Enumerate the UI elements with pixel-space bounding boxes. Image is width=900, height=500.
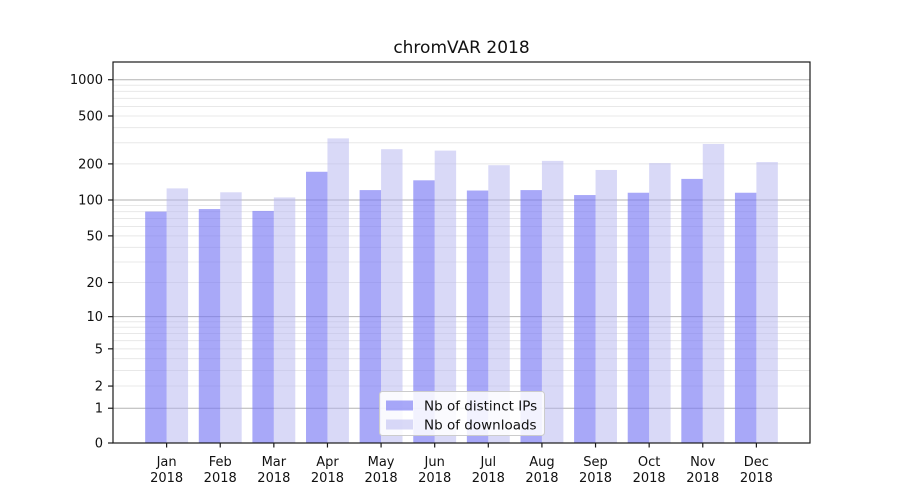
y-tick-label: 1 bbox=[95, 402, 103, 417]
x-tick-label-year: 2018 bbox=[257, 471, 290, 486]
x-tick-label-year: 2018 bbox=[686, 471, 719, 486]
x-tick-label-year: 2018 bbox=[579, 471, 612, 486]
y-tick-label: 100 bbox=[78, 194, 103, 209]
x-axis: Jan2018Feb2018Mar2018Apr2018May2018Jun20… bbox=[150, 443, 773, 486]
bar-downloads-mar bbox=[273, 197, 296, 443]
bar-downloads-feb bbox=[220, 192, 242, 443]
legend-label-downloads: Nb of downloads bbox=[424, 418, 537, 434]
bar-distinct-ips-jan bbox=[145, 211, 167, 443]
x-tick-label-month: Aug bbox=[529, 455, 554, 470]
bar-downloads-aug bbox=[541, 160, 564, 443]
legend-label-distinct-ips: Nb of distinct IPs bbox=[424, 399, 537, 415]
x-tick-label-year: 2018 bbox=[740, 471, 773, 486]
y-tick-label: 5 bbox=[95, 342, 103, 357]
bar-distinct-ips-aug bbox=[520, 190, 542, 443]
x-tick-label-year: 2018 bbox=[633, 471, 666, 486]
x-tick-label-month: Jun bbox=[424, 455, 445, 470]
bars-group bbox=[145, 138, 778, 444]
x-tick-label-month: Apr bbox=[316, 455, 339, 470]
legend: Nb of distinct IPs Nb of downloads bbox=[379, 391, 545, 436]
bar-downloads-jan bbox=[166, 188, 189, 443]
bar-distinct-ips-jun bbox=[413, 180, 435, 444]
x-tick-label-month: Dec bbox=[744, 455, 769, 470]
x-tick-label-month: Jan bbox=[156, 455, 177, 470]
bar-distinct-ips-mar bbox=[252, 210, 274, 443]
x-tick-label-year: 2018 bbox=[472, 471, 505, 486]
x-tick-label-month: Oct bbox=[638, 455, 660, 470]
x-tick-label-year: 2018 bbox=[418, 471, 451, 486]
plot-border bbox=[112, 61, 811, 444]
y-tick-label: 500 bbox=[78, 110, 103, 125]
x-tick-label-month: May bbox=[368, 455, 395, 470]
y-axis: 0 1 2 5 10 20 50 100 200 500 1000 bbox=[70, 73, 113, 452]
bar-distinct-ips-feb bbox=[198, 209, 221, 443]
y-tick-label: 10 bbox=[86, 310, 103, 325]
bar-downloads-dec bbox=[756, 162, 778, 443]
legend-swatch-downloads-icon bbox=[386, 419, 413, 430]
x-tick-label-month: Sep bbox=[583, 455, 608, 470]
bar-downloads-jun bbox=[434, 150, 457, 443]
y-tick-label: 1000 bbox=[70, 73, 103, 88]
bar-downloads-may bbox=[381, 149, 403, 444]
bar-distinct-ips-may bbox=[359, 190, 382, 443]
x-tick-label-month: Mar bbox=[262, 455, 287, 470]
legend-box bbox=[379, 391, 545, 436]
bar-downloads-nov bbox=[702, 143, 725, 443]
bar-distinct-ips-sep bbox=[574, 195, 596, 443]
legend-swatch-distinct-ips-icon bbox=[386, 400, 413, 411]
y-tick-label: 50 bbox=[86, 229, 103, 244]
y-tick-label: 20 bbox=[86, 276, 103, 291]
y-tick-label: 200 bbox=[78, 157, 103, 172]
x-tick-label-month: Jul bbox=[479, 455, 496, 470]
bar-distinct-ips-apr bbox=[306, 171, 328, 443]
bar-distinct-ips-jul bbox=[466, 190, 489, 443]
bar-downloads-apr bbox=[327, 138, 349, 443]
x-tick-label-year: 2018 bbox=[365, 471, 398, 486]
y-tick-label: 0 bbox=[95, 437, 103, 452]
bar-downloads-sep bbox=[595, 169, 617, 443]
x-tick-label-year: 2018 bbox=[150, 471, 183, 486]
x-tick-label-month: Feb bbox=[209, 455, 232, 470]
bar-distinct-ips-dec bbox=[734, 192, 757, 443]
bar-distinct-ips-oct bbox=[627, 192, 650, 443]
bar-downloads-jul bbox=[488, 165, 510, 443]
y-tick-label: 2 bbox=[95, 380, 103, 395]
bar-downloads-oct bbox=[649, 163, 671, 443]
bar-distinct-ips-nov bbox=[681, 178, 703, 443]
x-tick-label-year: 2018 bbox=[525, 471, 558, 486]
x-tick-label-month: Nov bbox=[690, 455, 716, 470]
x-tick-label-year: 2018 bbox=[204, 471, 237, 486]
x-tick-label-year: 2018 bbox=[311, 471, 344, 486]
chart-title: chromVAR 2018 bbox=[393, 38, 529, 58]
